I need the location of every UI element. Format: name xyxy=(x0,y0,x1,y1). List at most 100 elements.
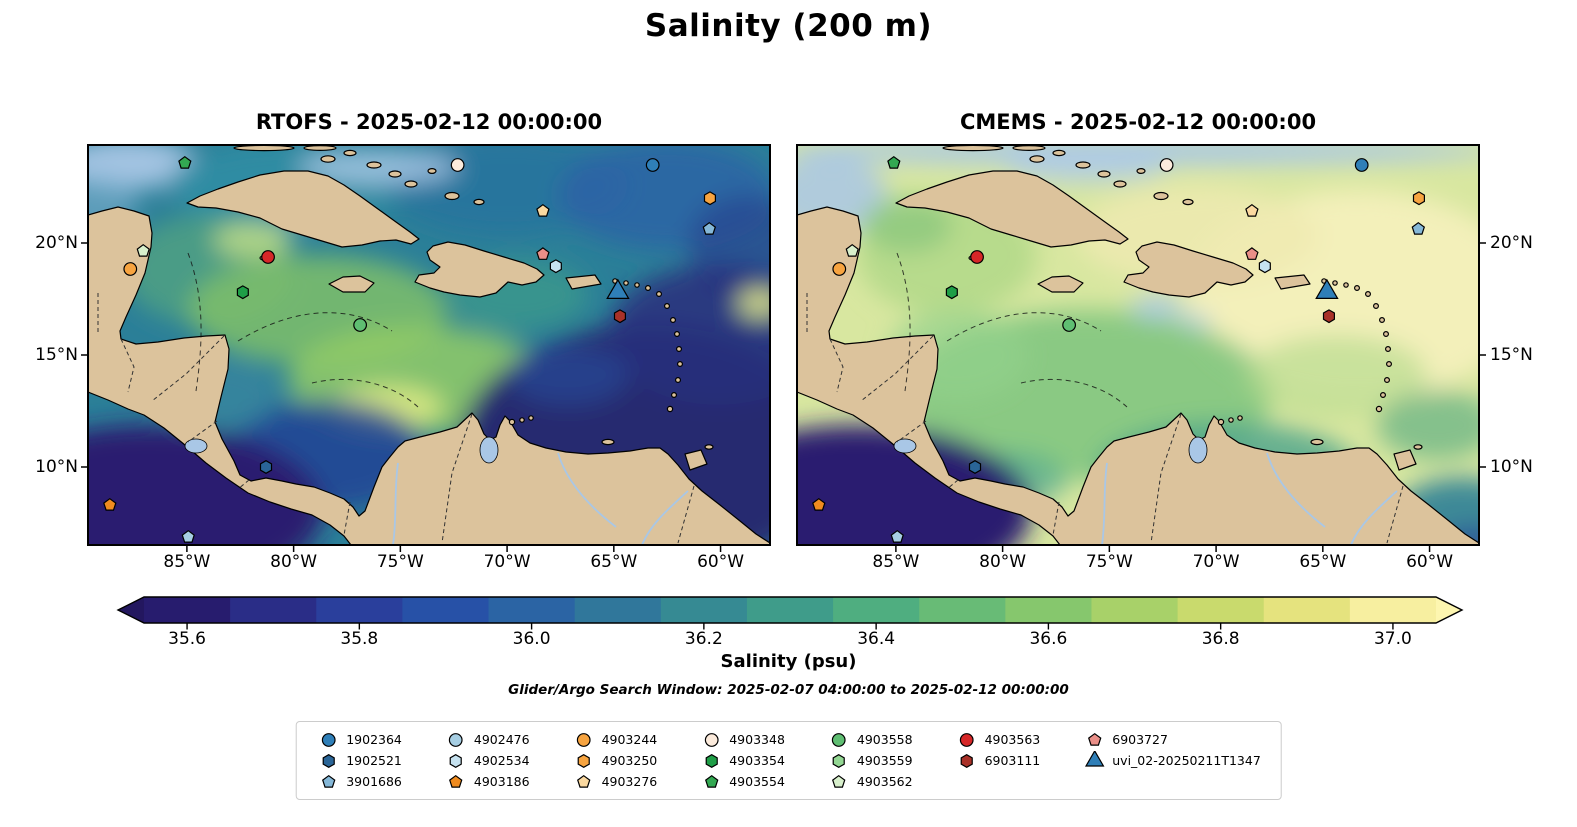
triangle-float-marker xyxy=(1315,278,1339,299)
pentagon-float-marker xyxy=(536,247,550,260)
legend-item: 3901686 xyxy=(316,772,402,791)
pentagon-float-marker xyxy=(887,155,901,169)
legend-item: 4903348 xyxy=(699,730,785,749)
legend-column: 4903244 4903250 4903276 xyxy=(572,730,658,791)
legend-item-label: uvi_02-20250211T1347 xyxy=(1112,753,1261,768)
pentagon-float-marker xyxy=(832,774,846,788)
y-tick-label: 10°N xyxy=(35,457,78,477)
circle-marker-icon xyxy=(321,732,336,747)
colorbar-tick-label: 36.0 xyxy=(512,629,551,649)
salinity-map-rtofs xyxy=(81,144,771,552)
hexagon-float-marker xyxy=(236,285,249,300)
legend-item: 4903554 xyxy=(699,772,785,791)
y-tick-label: 20°N xyxy=(1490,233,1533,253)
circle-marker-icon xyxy=(959,732,974,747)
x-tick-label: 85°W xyxy=(163,552,211,572)
legend-column: 4903563 6903111 xyxy=(955,730,1040,770)
circle-float-marker xyxy=(123,262,138,276)
colorbar-tick-label: 37.0 xyxy=(1373,629,1412,649)
x-tick-label: 60°W xyxy=(697,552,745,572)
pentagon-marker-icon xyxy=(321,774,335,788)
colorbar-label: Salinity (psu) xyxy=(720,651,857,672)
circle-float-marker xyxy=(1354,158,1369,172)
pentagon-float-marker xyxy=(136,243,150,257)
pentagon-float-marker xyxy=(702,221,717,235)
legend-item-label: 4903559 xyxy=(856,753,913,768)
triangle-float-marker xyxy=(606,278,630,299)
hexagon-float-marker xyxy=(322,753,335,768)
colorbar-tick-label: 36.8 xyxy=(1201,629,1240,649)
hexagon-float-marker xyxy=(549,259,562,274)
legend-item: 4903562 xyxy=(827,772,913,791)
legend-item-label: 1902364 xyxy=(346,732,402,747)
legend-item-label: 6903727 xyxy=(1112,732,1168,747)
map-panel-rtofs xyxy=(81,144,771,552)
colorbar-tick-label: 36.4 xyxy=(857,629,896,649)
hexagon-marker-icon xyxy=(322,753,335,768)
hexagon-float-marker xyxy=(968,460,982,474)
hexagon-marker-icon xyxy=(960,753,973,768)
pentagon-float-marker xyxy=(536,203,550,217)
colorbar-segment xyxy=(230,597,317,623)
circle-float-marker xyxy=(450,158,465,172)
pentagon-float-marker xyxy=(576,774,591,788)
legend-item: 1902364 xyxy=(316,730,402,749)
colorbar-segment xyxy=(919,597,1006,623)
hexagon-float-marker xyxy=(613,309,627,324)
legend-item: 4903558 xyxy=(827,730,913,749)
legend-column: 4903348 4903354 4903554 xyxy=(699,730,785,791)
pentagon-marker-icon xyxy=(832,774,846,788)
legend-column: 6903727 uvi_02-20250211T1347 xyxy=(1082,730,1261,770)
legend-item-label: 4903354 xyxy=(729,753,785,768)
circle-marker-icon xyxy=(576,732,591,747)
y-tick-label: 15°N xyxy=(1490,345,1533,365)
legend-item-label: 4902476 xyxy=(473,732,530,747)
legend-item: uvi_02-20250211T1347 xyxy=(1082,750,1261,770)
search-window-caption: Glider/Argo Search Window: 2025-02-07 04… xyxy=(508,682,1069,698)
y-tick-label: 20°N xyxy=(35,233,78,253)
x-tick-label: 85°W xyxy=(872,552,920,572)
legend-item-label: 4903558 xyxy=(856,732,913,747)
map-border xyxy=(87,144,771,546)
pentagon-float-marker xyxy=(1411,221,1426,235)
hexagon-float-marker xyxy=(705,753,718,768)
x-tick-label: 70°W xyxy=(1192,552,1240,572)
legend-item: 4902476 xyxy=(444,730,530,749)
y-tick-label: 10°N xyxy=(1490,457,1533,477)
pentagon-float-marker xyxy=(1245,247,1259,260)
map-border xyxy=(796,144,1480,546)
legend-item: 4903354 xyxy=(699,751,785,770)
colorbar-segment xyxy=(660,597,748,623)
legend-item-label: 4903244 xyxy=(601,732,658,747)
pentagon-float-marker xyxy=(178,155,192,169)
hexagon-float-marker xyxy=(1322,309,1336,324)
pentagon-marker-icon xyxy=(704,774,718,788)
pentagon-float-marker xyxy=(1245,203,1259,217)
colorbar-segment xyxy=(574,597,662,623)
legend-column: 4902476 4902534 4903186 xyxy=(444,730,530,791)
colorbar-segment xyxy=(1263,597,1351,623)
colorbar-segment xyxy=(1349,597,1437,623)
x-tick-label: 75°W xyxy=(376,552,424,572)
triangle-float-marker xyxy=(1084,750,1104,767)
legend-item-label: 4903276 xyxy=(601,774,658,789)
x-tick-label: 65°W xyxy=(590,552,638,572)
pentagon-float-marker xyxy=(103,497,117,511)
legend-item: 4903186 xyxy=(444,772,530,791)
circle-float-marker xyxy=(832,262,847,276)
pentagon-float-marker xyxy=(890,529,904,543)
circle-marker-icon xyxy=(704,732,719,747)
hexagon-float-marker xyxy=(577,753,590,768)
legend-box: 1902364 1902521 3901686 4902476 4902534 49031… xyxy=(295,721,1282,800)
legend-item-label: 4903554 xyxy=(729,774,785,789)
legend-item-label: 4903186 xyxy=(473,774,530,789)
hexagon-float-marker xyxy=(960,753,973,768)
colorbar-segment xyxy=(144,597,231,623)
circle-float-marker xyxy=(832,732,846,747)
legend-item-label: 4903348 xyxy=(729,732,785,747)
x-tick-label: 80°W xyxy=(270,552,318,572)
pentagon-marker-icon xyxy=(576,774,591,788)
hexagon-float-marker xyxy=(259,460,273,474)
legend-item: 1902521 xyxy=(316,751,402,770)
x-tick-label: 75°W xyxy=(1085,552,1133,572)
